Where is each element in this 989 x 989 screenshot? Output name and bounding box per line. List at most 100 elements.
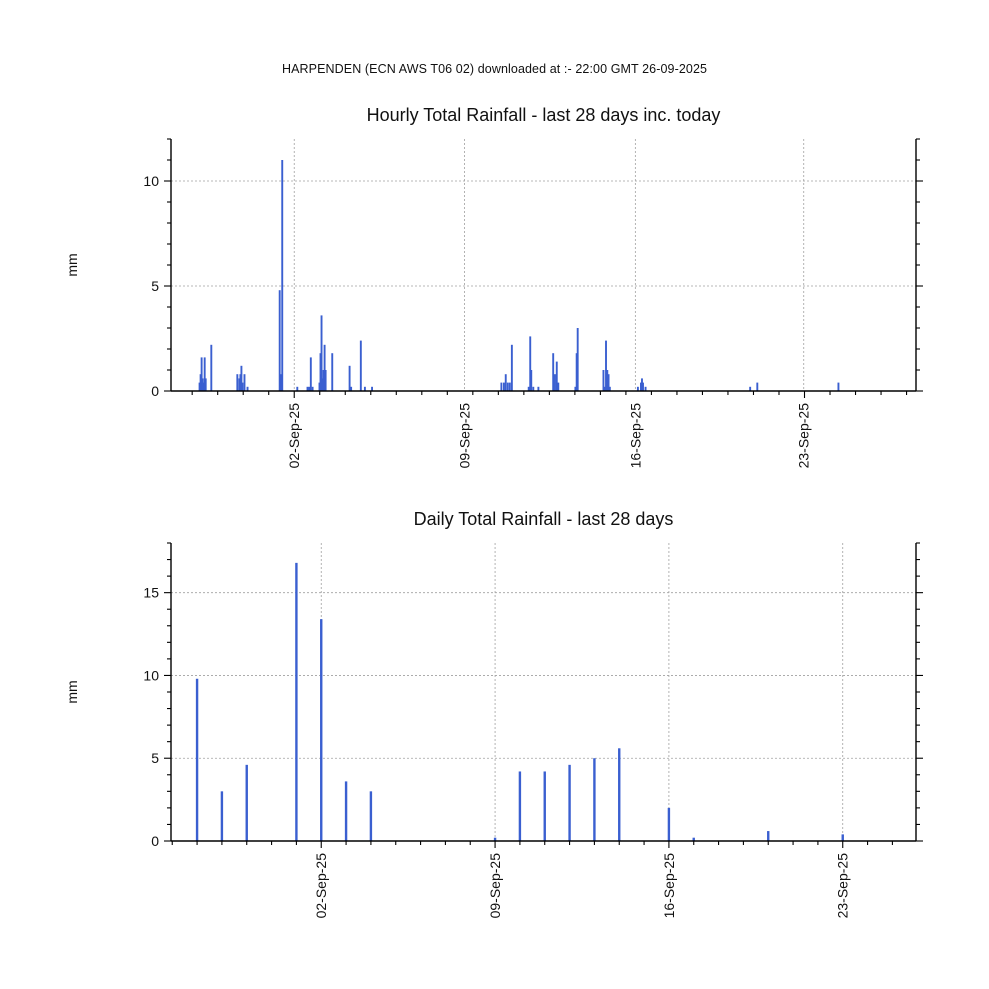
hourly-bar bbox=[605, 340, 607, 391]
hourly-bar bbox=[636, 386, 639, 391]
hourly-bar bbox=[201, 378, 204, 391]
daily-bar bbox=[568, 764, 571, 841]
hourly-bar bbox=[644, 386, 647, 391]
hourly-bar bbox=[331, 353, 334, 391]
hourly-bar bbox=[642, 382, 644, 391]
hourly-x-tick-label: 23-Sep-25 bbox=[796, 403, 812, 469]
hourly-bar bbox=[837, 382, 840, 391]
hourly-bar bbox=[210, 344, 213, 391]
hourly-bar bbox=[246, 386, 249, 391]
daily-bar bbox=[667, 807, 671, 841]
hourly-bar bbox=[241, 382, 244, 391]
hourly-x-tick-label: 16-Sep-25 bbox=[627, 403, 643, 469]
hourly-y-axis-label: mm bbox=[64, 253, 80, 276]
hourly-bar bbox=[574, 386, 577, 391]
hourly-bar bbox=[323, 344, 326, 391]
hourly-bar bbox=[198, 382, 201, 391]
hourly-bar bbox=[243, 374, 246, 391]
hourly-bar bbox=[552, 353, 555, 391]
daily-bar bbox=[593, 758, 596, 841]
hourly-bar bbox=[359, 340, 362, 391]
hourly-bar bbox=[296, 386, 299, 391]
hourly-bar bbox=[324, 370, 327, 391]
hourly-x-tick-label: 02-Sep-25 bbox=[286, 403, 302, 469]
daily-bar bbox=[369, 791, 373, 841]
hourly-bar bbox=[318, 382, 321, 391]
hourly-bar bbox=[641, 378, 643, 391]
hourly-bar bbox=[309, 357, 312, 391]
hourly-bar bbox=[319, 353, 322, 391]
hourly-bar bbox=[576, 328, 579, 391]
daily-x-tick-label: 09-Sep-25 bbox=[487, 853, 503, 919]
daily-y-tick-label: 0 bbox=[151, 833, 159, 849]
daily-bar bbox=[344, 781, 348, 841]
daily-bar bbox=[767, 831, 770, 841]
hourly-bar bbox=[554, 374, 556, 391]
hourly-bar bbox=[322, 370, 325, 391]
daily-x-tick-label: 02-Sep-25 bbox=[313, 853, 329, 919]
hourly-bar bbox=[311, 386, 314, 391]
hourly-bar bbox=[348, 365, 351, 391]
page-header: HARPENDEN (ECN AWS T06 02) downloaded at… bbox=[281, 62, 708, 76]
hourly-x-tick-label: 09-Sep-25 bbox=[456, 403, 472, 469]
hourly-bar bbox=[602, 370, 605, 391]
hourly-bar bbox=[607, 374, 610, 391]
hourly-bar bbox=[204, 378, 207, 391]
hourly-bar bbox=[281, 160, 284, 391]
hourly-bar bbox=[530, 370, 533, 391]
hourly-bar bbox=[199, 374, 202, 391]
hourly-bar bbox=[240, 365, 243, 391]
daily-bar bbox=[195, 678, 199, 841]
daily-bar bbox=[245, 764, 248, 841]
hourly-bar bbox=[320, 315, 323, 391]
hourly-bar bbox=[321, 378, 324, 391]
hourly-bar bbox=[236, 374, 239, 391]
hourly-bar bbox=[239, 374, 242, 391]
hourly-y-tick-label: 0 bbox=[151, 383, 159, 399]
daily-y-tick-label: 5 bbox=[151, 750, 159, 766]
hourly-bar bbox=[555, 361, 558, 391]
hourly-bar bbox=[603, 386, 606, 391]
daily-y-tick-label: 15 bbox=[143, 585, 159, 601]
hourly-bar bbox=[238, 378, 241, 391]
hourly-bar bbox=[203, 357, 206, 391]
hourly-bar bbox=[278, 290, 281, 391]
daily-bar bbox=[493, 837, 497, 841]
hourly-bar bbox=[503, 382, 505, 391]
hourly-bar bbox=[640, 382, 642, 391]
daily-y-tick-label: 10 bbox=[143, 667, 159, 683]
hourly-bar bbox=[371, 386, 373, 391]
daily-bar bbox=[295, 562, 298, 841]
hourly-bar bbox=[200, 357, 203, 391]
daily-bar bbox=[220, 791, 224, 841]
hourly-bar bbox=[749, 386, 752, 391]
daily-bar bbox=[543, 771, 546, 841]
daily-y-axis-label: mm bbox=[64, 680, 80, 703]
hourly-bar bbox=[527, 386, 530, 391]
daily-bar bbox=[841, 834, 844, 841]
daily-bar bbox=[692, 837, 695, 841]
daily-x-tick-label: 23-Sep-25 bbox=[835, 853, 851, 919]
hourly-bar bbox=[756, 382, 759, 391]
hourly-bar bbox=[350, 386, 353, 391]
hourly-bar bbox=[202, 382, 205, 391]
hourly-bar bbox=[532, 386, 535, 391]
daily-chart-title: Daily Total Rainfall - last 28 days bbox=[414, 509, 674, 529]
hourly-bar bbox=[557, 382, 560, 391]
hourly-bar bbox=[575, 353, 578, 391]
hourly-y-tick-label: 5 bbox=[151, 278, 159, 294]
hourly-bar bbox=[500, 382, 503, 391]
hourly-bar bbox=[506, 382, 509, 391]
hourly-bar bbox=[537, 386, 540, 391]
daily-x-tick-label: 16-Sep-25 bbox=[661, 853, 677, 919]
hourly-bar bbox=[508, 382, 511, 391]
daily-bar bbox=[618, 748, 621, 841]
daily-bar bbox=[320, 619, 323, 841]
hourly-bar bbox=[529, 336, 532, 391]
hourly-chart-title: Hourly Total Rainfall - last 28 days inc… bbox=[367, 105, 721, 125]
hourly-bar bbox=[306, 386, 309, 391]
daily-bar bbox=[518, 771, 522, 841]
hourly-bar bbox=[606, 370, 609, 391]
hourly-bar bbox=[363, 386, 366, 391]
